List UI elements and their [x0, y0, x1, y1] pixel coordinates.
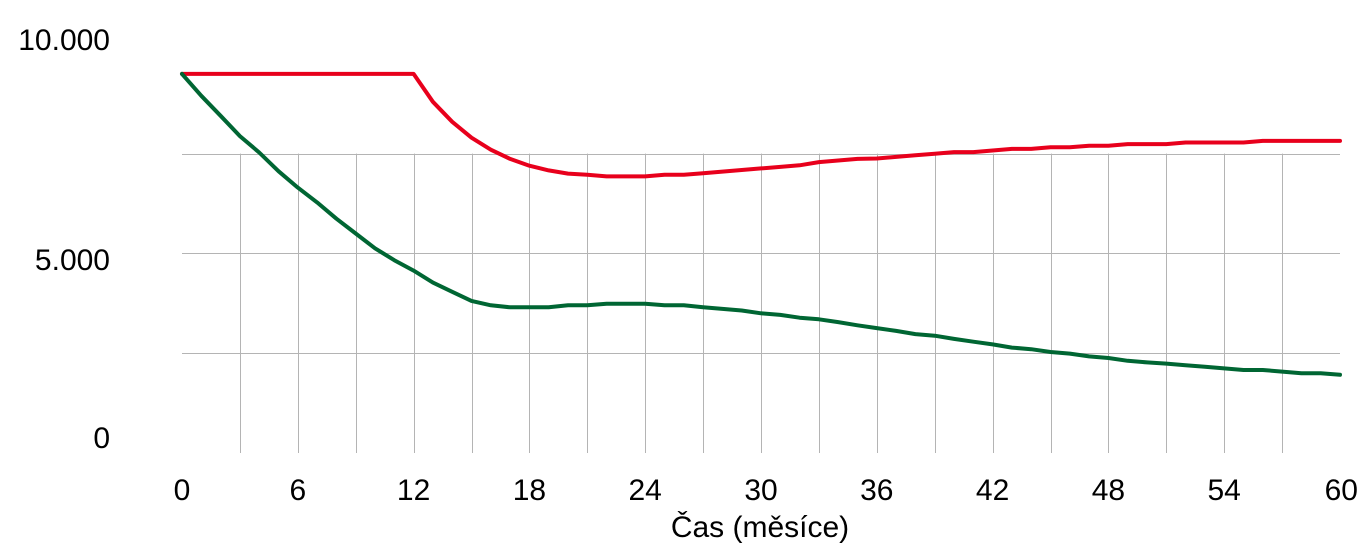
x-tick-label: 42 [976, 474, 1009, 507]
y-tick-label: 0 [93, 422, 110, 455]
y-tick-label: 10.000 [18, 24, 110, 57]
x-tick-label: 18 [513, 474, 546, 507]
series-line-2 [180, 71, 1342, 377]
series-lines [180, 71, 1342, 377]
x-tick-label: 12 [397, 474, 430, 507]
y-tick-label: 5.000 [35, 244, 110, 277]
x-tick-label: 36 [860, 474, 893, 507]
x-tick-label: 48 [1092, 474, 1125, 507]
x-tick-label: 54 [1208, 474, 1241, 507]
x-tick-label: 24 [629, 474, 662, 507]
x-axis-title: Čas (měsíce) [671, 510, 849, 544]
x-tick-label: 60 [1325, 474, 1358, 507]
x-tick-label: 6 [289, 474, 306, 507]
x-axis-tick-labels: 0 6 12 18 24 30 36 42 48 54 60 [174, 474, 1358, 507]
y-axis-tick-labels: 0 5.000 10.000 [18, 24, 110, 455]
series-line-1 [180, 71, 1342, 179]
vertical-gridlines [240, 153, 1283, 453]
x-tick-label: 30 [744, 474, 777, 507]
x-tick-label: 0 [174, 474, 191, 507]
horizontal-gridlines [182, 154, 1340, 354]
